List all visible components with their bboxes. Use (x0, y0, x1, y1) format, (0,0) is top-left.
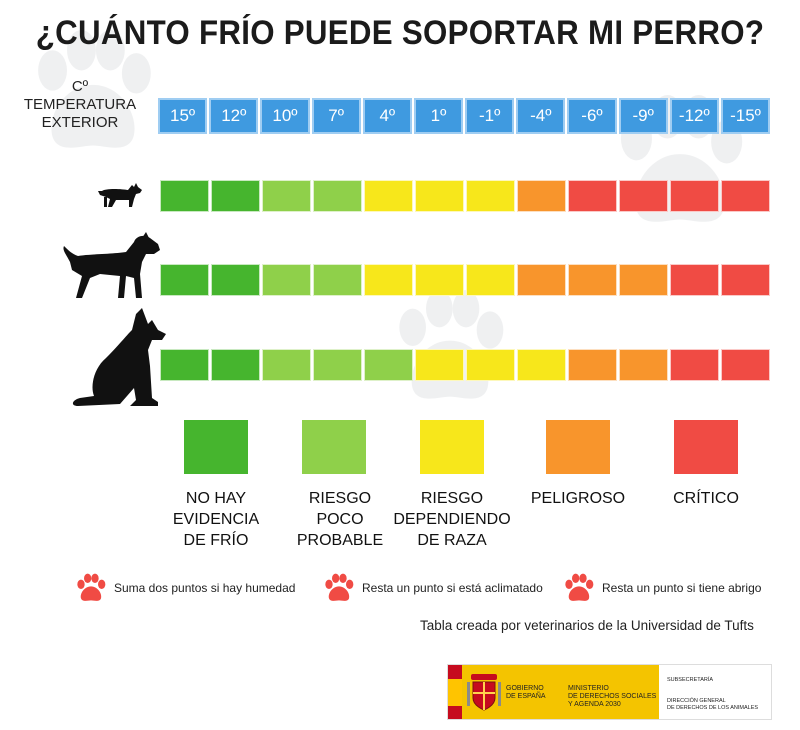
temperature-cell: -12º (669, 98, 719, 134)
risk-cell-green (211, 264, 260, 296)
paw-icon (565, 573, 594, 601)
risk-cell-red (568, 180, 617, 212)
temperature-cell: 7º (311, 98, 361, 134)
temperature-cell: 12º (209, 98, 259, 134)
note-humidity: Suma dos puntos si hay humedad (74, 573, 295, 603)
legend-swatch-red (674, 420, 738, 474)
legend-swatch-yellow (420, 420, 484, 474)
risk-row-medium-dog (160, 264, 770, 296)
temperature-cell: 15º (158, 98, 208, 134)
temperature-cell: -15º (720, 98, 771, 134)
page-title: ¿CUÁNTO FRÍO PUEDE SOPORTAR MI PERRO? (35, 14, 765, 52)
gobierno-text: GOBIERNO DE ESPAÑA (506, 685, 546, 700)
risk-cell-red (670, 349, 719, 381)
note-text: Resta un punto si está aclimatado (362, 581, 543, 595)
ministerio-text: MINISTERIO DE DERECHOS SOCIALES Y AGENDA 2… (568, 685, 657, 708)
temperature-label-line2: EXTERIOR (41, 114, 119, 131)
paw-icon (77, 573, 106, 601)
legend-label-dangerous: PELIGROSO (530, 490, 626, 507)
background-paw-icon (38, 30, 151, 148)
temperature-label: Cº TEMPERATURA EXTERIOR (20, 78, 140, 132)
risk-cell-yellow (364, 180, 413, 212)
credit-text: Tabla creada por veterinarios de la Univ… (420, 618, 754, 633)
risk-cell-red (670, 264, 719, 296)
subsecretaria-text: SUBSECRETARÍA DIRECCIÓN GENERAL DE DERECH… (659, 665, 771, 719)
government-logo: GOBIERNO DE ESPAÑA MINISTERIO DE DERECHOS … (447, 664, 772, 720)
temperature-cell: 4º (362, 98, 412, 134)
risk-cell-lightgreen (364, 349, 413, 381)
temperature-scale: 15º 12º 10º 7º 4º 1º -1º -4º -6º -9º -12º -15º (158, 98, 771, 134)
risk-cell-lightgreen (262, 180, 311, 212)
legend-swatch-lightgreen (302, 420, 366, 474)
risk-row-small-dog (160, 180, 770, 212)
legend-label-critical: CRÍTICO (673, 490, 739, 507)
temperature-cell: -4º (516, 98, 566, 134)
risk-cell-lightgreen (313, 264, 362, 296)
temperature-cell: -1º (465, 98, 515, 134)
risk-cell-yellow (466, 264, 515, 296)
coat-of-arms-icon (462, 665, 506, 719)
risk-cell-yellow (415, 349, 464, 381)
legend-label-breed-risk: RIESGO DEPENDIENDO DE RAZA (393, 490, 511, 549)
risk-cell-red (670, 180, 719, 212)
temperature-cell: 1º (413, 98, 464, 134)
temperature-cell: -6º (567, 98, 617, 134)
risk-cell-red (721, 264, 770, 296)
risk-cell-yellow (466, 349, 515, 381)
risk-cell-green (160, 180, 209, 212)
temperature-cell: 10º (260, 98, 310, 134)
risk-cell-green (211, 349, 260, 381)
paw-icon (325, 573, 354, 601)
medium-dog-icon (63, 232, 160, 298)
risk-cell-red (619, 180, 668, 212)
risk-cell-yellow (415, 264, 464, 296)
risk-cell-yellow (466, 180, 515, 212)
risk-cell-orange (568, 264, 617, 296)
temperature-cell: -9º (618, 98, 668, 134)
risk-cell-green (160, 349, 209, 381)
risk-cell-yellow (415, 180, 464, 212)
note-acclimated: Resta un punto si está aclimatado (322, 573, 543, 603)
risk-cell-orange (619, 264, 668, 296)
small-dog-icon (98, 183, 142, 207)
risk-cell-lightgreen (262, 349, 311, 381)
risk-cell-green (211, 180, 260, 212)
risk-cell-orange (619, 349, 668, 381)
risk-cell-orange (517, 180, 566, 212)
legend-label-low-risk: RIESGO POCO PROBABLE (296, 490, 384, 549)
risk-cell-orange (517, 264, 566, 296)
risk-cell-orange (568, 349, 617, 381)
large-dog-icon (72, 308, 166, 406)
note-coat: Resta un punto si tiene abrigo (562, 573, 761, 603)
legend-swatch-orange (546, 420, 610, 474)
risk-row-large-dog (160, 349, 770, 381)
risk-cell-lightgreen (313, 349, 362, 381)
risk-cell-red (721, 180, 770, 212)
risk-cell-lightgreen (262, 264, 311, 296)
flag-icon (448, 665, 462, 719)
risk-cell-green (160, 264, 209, 296)
risk-cell-yellow (517, 349, 566, 381)
risk-cell-lightgreen (313, 180, 362, 212)
legend-label-no-risk: NO HAY EVIDENCIA DE FRÍO (172, 490, 260, 549)
legend-swatch-green (184, 420, 248, 474)
risk-cell-red (721, 349, 770, 381)
risk-cell-yellow (364, 264, 413, 296)
temperature-unit: Cº (71, 78, 89, 95)
note-text: Resta un punto si tiene abrigo (602, 581, 762, 595)
temperature-label-line1: TEMPERATURA (23, 96, 137, 113)
note-text: Suma dos puntos si hay humedad (114, 581, 296, 595)
